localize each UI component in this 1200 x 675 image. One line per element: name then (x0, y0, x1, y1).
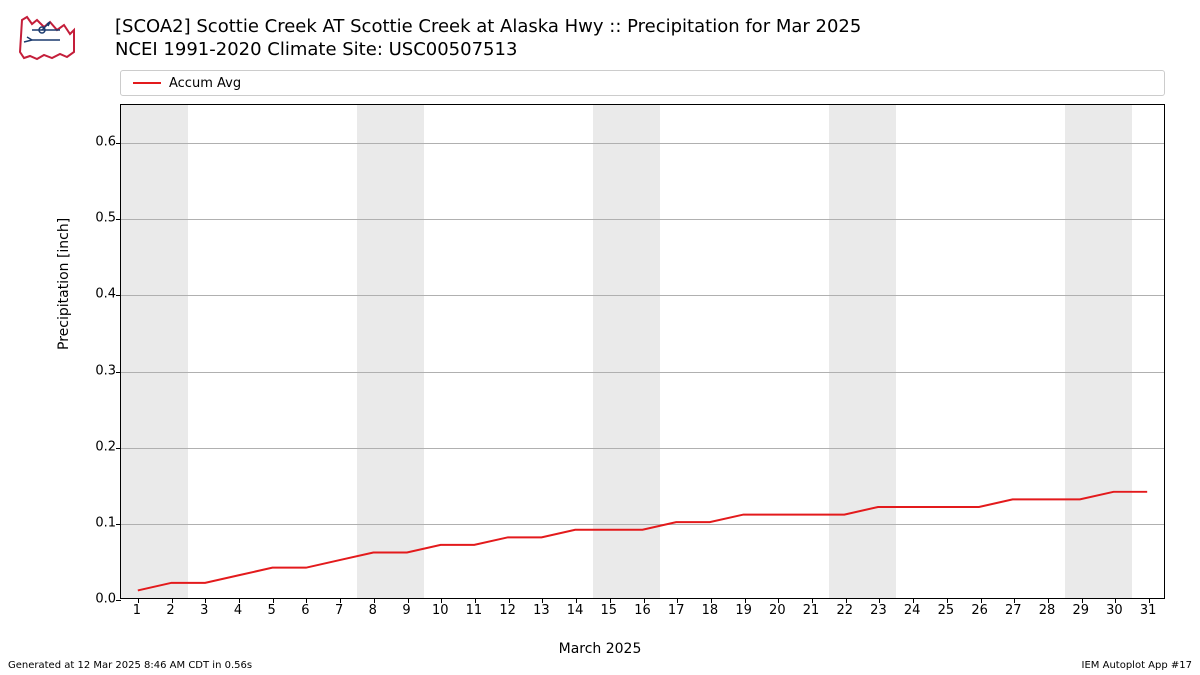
x-tick-label: 27 (1005, 603, 1022, 618)
y-tick-label: 0.6 (86, 135, 116, 150)
chart-svg (121, 105, 1164, 598)
x-tick-label: 15 (601, 603, 618, 618)
x-tick-label: 23 (870, 603, 887, 618)
x-tick-label: 7 (335, 603, 343, 618)
y-tick-label: 0.1 (86, 515, 116, 530)
x-tick-label: 26 (971, 603, 988, 618)
y-tick-label: 0.0 (86, 592, 116, 607)
x-tick-label: 18 (702, 603, 719, 618)
title-line-2: NCEI 1991-2020 Climate Site: USC00507513 (115, 38, 861, 61)
x-tick-label: 6 (301, 603, 309, 618)
x-tick-label: 31 (1140, 603, 1157, 618)
x-tick-label: 22 (836, 603, 853, 618)
x-tick-label: 20 (769, 603, 786, 618)
x-tick-label: 3 (200, 603, 208, 618)
x-tick-label: 11 (466, 603, 483, 618)
iem-logo (12, 12, 82, 62)
x-tick-label: 16 (634, 603, 651, 618)
footer-app: IEM Autoplot App #17 (1082, 660, 1192, 671)
x-axis-label: March 2025 (559, 641, 642, 657)
accum-avg-line (138, 492, 1147, 591)
x-tick-label: 2 (166, 603, 174, 618)
footer-generated: Generated at 12 Mar 2025 8:46 AM CDT in … (8, 660, 252, 671)
x-tick-label: 12 (499, 603, 516, 618)
legend-swatch (133, 82, 161, 84)
x-tick-label: 30 (1106, 603, 1123, 618)
plot-area (120, 104, 1165, 599)
x-tick-label: 29 (1072, 603, 1089, 618)
x-tick-label: 24 (904, 603, 921, 618)
legend: Accum Avg (120, 70, 1165, 96)
x-tick-label: 5 (268, 603, 276, 618)
y-tick-label: 0.3 (86, 363, 116, 378)
x-tick-label: 14 (567, 603, 584, 618)
x-tick-label: 13 (533, 603, 550, 618)
x-tick-label: 9 (402, 603, 410, 618)
x-tick-label: 10 (432, 603, 449, 618)
title-line-1: [SCOA2] Scottie Creek AT Scottie Creek a… (115, 15, 861, 38)
legend-label: Accum Avg (169, 76, 241, 91)
x-tick-label: 21 (803, 603, 820, 618)
x-tick-label: 8 (369, 603, 377, 618)
chart-title: [SCOA2] Scottie Creek AT Scottie Creek a… (115, 15, 861, 62)
x-tick-label: 28 (1039, 603, 1056, 618)
y-tick-mark (116, 600, 121, 601)
y-axis-label: Precipitation [inch] (56, 218, 72, 350)
x-tick-label: 4 (234, 603, 242, 618)
x-tick-label: 19 (735, 603, 752, 618)
x-tick-label: 25 (938, 603, 955, 618)
x-tick-label: 17 (668, 603, 685, 618)
y-tick-label: 0.2 (86, 439, 116, 454)
y-tick-label: 0.5 (86, 211, 116, 226)
x-tick-label: 1 (133, 603, 141, 618)
y-tick-label: 0.4 (86, 287, 116, 302)
